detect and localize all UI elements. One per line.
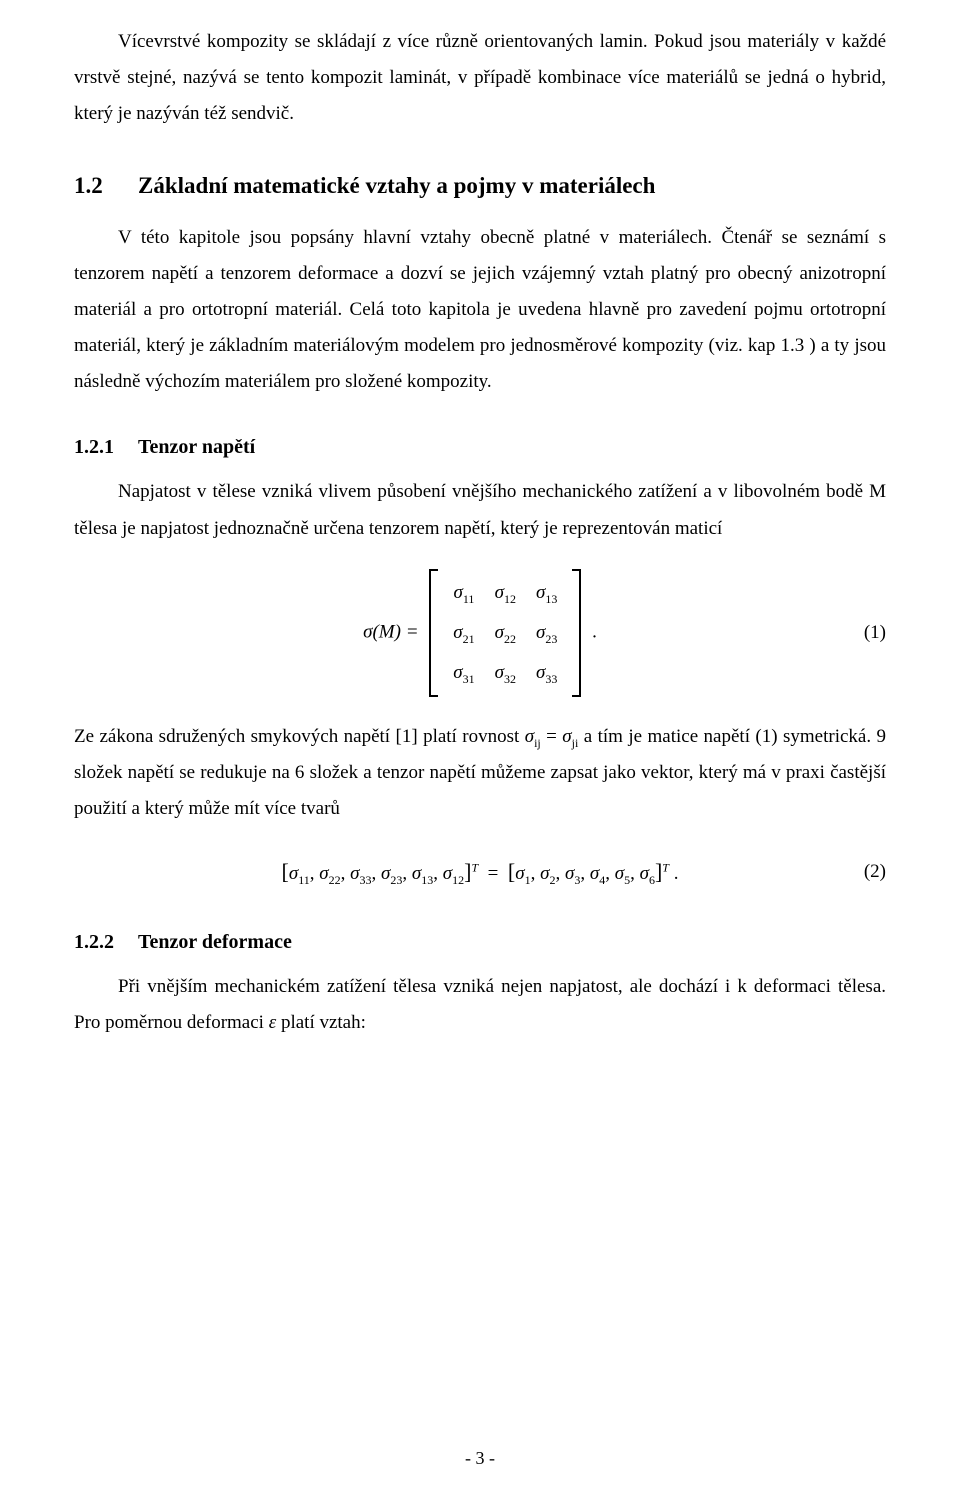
equation-1-formula: σ(M) = σ11 σ12 σ13 σ21 σ22 σ23 σ31 <box>363 569 597 697</box>
heading-1-2-2-title: Tenzor deformace <box>138 931 292 953</box>
equation-1-tail: . <box>592 621 597 642</box>
page: Vícevrstvé kompozity se skládají z více … <box>0 0 960 1509</box>
stress-tensor-matrix: σ11 σ12 σ13 σ21 σ22 σ23 σ31 σ32 σ33 <box>429 569 581 697</box>
equation-1: σ(M) = σ11 σ12 σ13 σ21 σ22 σ23 σ31 <box>74 569 886 697</box>
heading-1-2-1-title: Tenzor napětí <box>138 436 255 458</box>
equation-2-number: (2) <box>864 854 886 890</box>
equation-1-number: (1) <box>864 615 886 651</box>
heading-1-2-2-number: 1.2.2 <box>74 923 138 961</box>
intro-paragraph: Vícevrstvé kompozity se skládají z více … <box>74 24 886 132</box>
paragraph-after-eq1-part-a: Ze zákona sdružených smykových napětí [1… <box>74 726 525 747</box>
heading-1-2-2: 1.2.2Tenzor deformace <box>74 923 886 961</box>
equation-2: [σ11, σ22, σ33, σ23, σ13, σ12]T = [σ1, σ… <box>74 849 886 895</box>
section-1-2-paragraph: V této kapitole jsou popsány hlavní vzta… <box>74 220 886 400</box>
heading-1-2-number: 1.2 <box>74 164 138 208</box>
section-1-2-1-intro: Napjatost v tělese vzniká vlivem působen… <box>74 474 886 546</box>
page-number: - 3 - <box>0 1441 960 1475</box>
heading-1-2-1: 1.2.1Tenzor napětí <box>74 428 886 466</box>
heading-1-2-1-number: 1.2.1 <box>74 428 138 466</box>
heading-1-2-title: Základní matematické vztahy a pojmy v ma… <box>138 173 655 198</box>
section-1-2-2-paragraph: Při vnějším mechanickém zatížení tělesa … <box>74 969 886 1041</box>
equation-2-formula: [σ11, σ22, σ33, σ23, σ13, σ12]T = [σ1, σ… <box>282 851 679 893</box>
heading-1-2: 1.2Základní matematické vztahy a pojmy v… <box>74 164 886 208</box>
paragraph-after-eq1: Ze zákona sdružených smykových napětí [1… <box>74 719 886 827</box>
